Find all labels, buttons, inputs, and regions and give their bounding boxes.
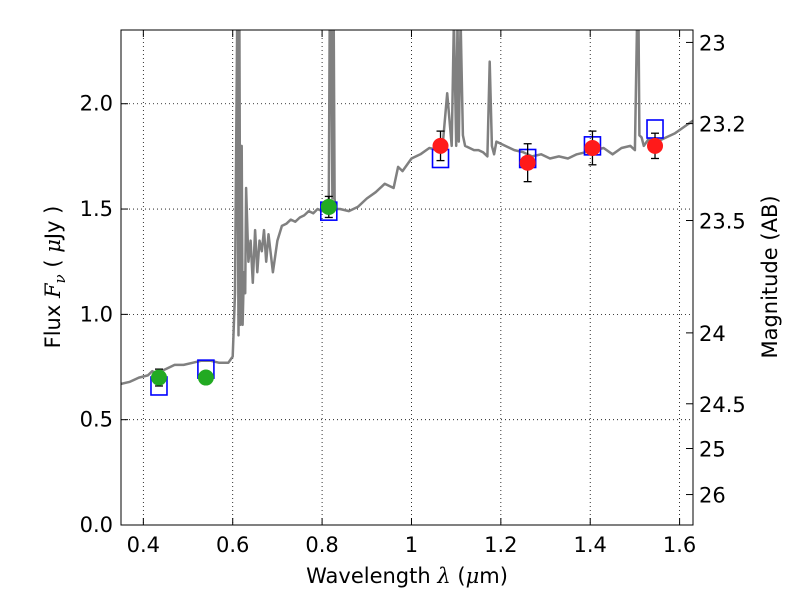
y2-tick-label: 23 [699, 31, 726, 55]
x-tick-label: 1.4 [574, 533, 607, 557]
x-tick-label: 0.4 [127, 533, 160, 557]
y-axis-ticks: 0.0 0.5 1.0 1.5 2.0 [80, 92, 128, 537]
y2-tick-label: 23.2 [699, 113, 746, 137]
y2-axis-ticks: 23 23.2 23.5 24 24.5 25 26 [686, 31, 746, 508]
y2-tick-label: 25 [699, 438, 726, 462]
y-tick-label: 0.0 [80, 513, 113, 537]
y-tick-label: 2.0 [80, 92, 113, 116]
x-axis-label: Wavelength λ (μm) [306, 564, 508, 588]
nir-point [519, 154, 536, 171]
optical-point [150, 369, 167, 386]
x-tick-label: 1 [405, 533, 418, 557]
y2-tick-label: 26 [699, 484, 726, 508]
nir-point [584, 139, 601, 156]
x-tick-label: 0.8 [305, 533, 338, 557]
photometry-markers [150, 119, 664, 396]
nir-point [647, 137, 664, 154]
x-tick-label: 1.6 [663, 533, 696, 557]
plot-frame [120, 29, 694, 526]
y-tick-label: 0.5 [80, 408, 113, 432]
y2-tick-label: 24.5 [699, 393, 746, 417]
x-tick-label: 0.6 [216, 533, 249, 557]
y-tick-label: 1.5 [80, 197, 113, 221]
nir-point [432, 137, 449, 154]
y2-tick-label: 24 [699, 322, 726, 346]
y2-axis-label: Magnitude (AB) [758, 195, 782, 358]
optical-point [197, 369, 214, 386]
y-tick-label: 1.0 [80, 302, 113, 326]
x-tick-label: 1.2 [484, 533, 517, 557]
optical-point [320, 198, 337, 215]
grid [121, 30, 693, 526]
y2-tick-label: 23.5 [699, 210, 746, 234]
y-axis-label: Flux Fν ( μJy ) [41, 206, 69, 349]
model-spectrum-line [121, 30, 693, 386]
x-axis-ticks: 0.4 0.6 0.8 1 1.2 1.4 1.6 [127, 30, 696, 557]
